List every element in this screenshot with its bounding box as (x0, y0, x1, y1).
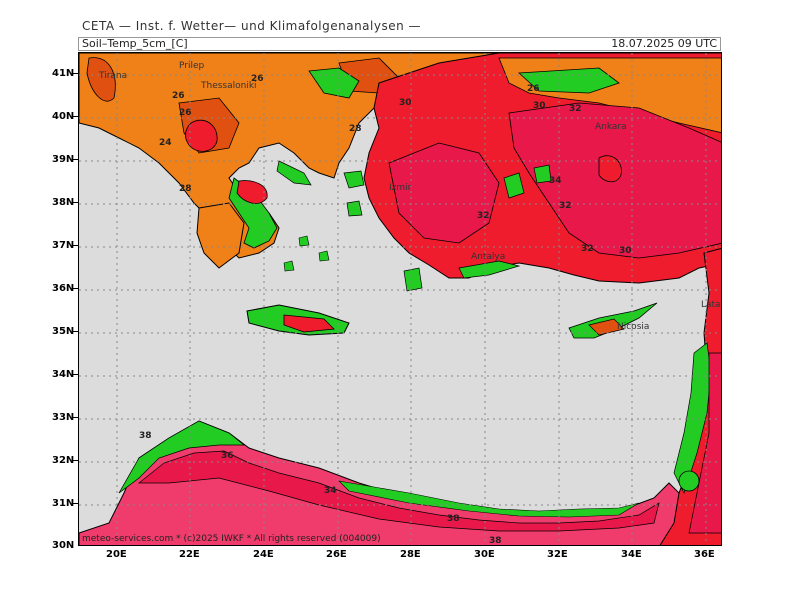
contour-label: 32 (559, 201, 572, 211)
euboea (276, 160, 312, 186)
contour-label: 32 (569, 104, 582, 114)
lat-label: 30N (52, 540, 75, 551)
lat-tick (73, 503, 78, 504)
city-label: Nicosia (617, 322, 649, 332)
lat-tick (73, 245, 78, 246)
field-name: Soil–Temp_5cm_[C] (82, 37, 188, 50)
graticule (79, 53, 721, 545)
city-label: Antalya (471, 252, 505, 262)
lat-tick (73, 116, 78, 117)
turkey-green-patch (503, 172, 525, 199)
lat-label: 35N (52, 326, 75, 337)
lat-tick (73, 202, 78, 203)
contour-label: 34 (324, 486, 337, 496)
lat-label: 39N (52, 154, 75, 165)
city-label: Tirana (98, 71, 127, 81)
lat-tick (73, 288, 78, 289)
levant-hot-spot (678, 470, 700, 492)
map-panel[interactable]: Tirana Prilep Thessaloniki Izmir Ankara … (78, 52, 722, 546)
lat-label: 31N (52, 498, 75, 509)
city-label: Prilep (179, 61, 205, 71)
levant-crimson (688, 352, 721, 534)
city-label: Ankara (595, 122, 627, 132)
city-label: Thessaloniki (200, 81, 257, 91)
cyprus-hot (588, 318, 625, 336)
lat-tick (73, 374, 78, 375)
field-bar: Soil–Temp_5cm_[C] 18.07.2025 09 UTC (78, 37, 721, 51)
balkans-green-fringe (308, 67, 360, 99)
lat-label: 41N (52, 68, 75, 79)
lon-label: 30E (474, 549, 495, 560)
lon-label: 28E (400, 549, 421, 560)
lon-label: 36E (694, 549, 715, 560)
lon-label: 24E (253, 549, 274, 560)
lesbos (343, 170, 365, 189)
chios (346, 200, 363, 217)
lat-tick (73, 460, 78, 461)
copyright-footer: meteo-services.com * (c)2025 IWKF * All … (82, 534, 381, 544)
lon-label: 34E (621, 549, 642, 560)
contour-label: 26 (251, 74, 264, 84)
city-label: Izmir (389, 183, 412, 193)
lon-label: 32E (547, 549, 568, 560)
lon-label: 20E (106, 549, 127, 560)
turkey-west-crimson (388, 142, 500, 244)
contour-label: 26 (527, 84, 540, 94)
crete-hot (283, 314, 335, 333)
contour-labels: 26 24 26 28 26 28 30 26 30 32 32 32 32 3… (139, 74, 632, 546)
cyclades-3 (283, 260, 295, 272)
lat-label: 38N (52, 197, 75, 208)
lat-label: 40N (52, 111, 75, 122)
map-canvas: Tirana Prilep Thessaloniki Izmir Ankara … (79, 53, 722, 546)
city-label: Latakia (701, 300, 722, 310)
peloponnese (196, 202, 245, 269)
cyclades-1 (298, 235, 310, 247)
lon-label: 22E (179, 549, 200, 560)
city-labels: Tirana Prilep Thessaloniki Izmir Ankara … (98, 61, 722, 332)
contour-label: 28 (179, 184, 192, 194)
lat-label: 33N (52, 412, 75, 423)
contour-label: 30 (533, 101, 546, 111)
north-africa-coast-green (118, 420, 245, 494)
contour-label: 36 (221, 451, 234, 461)
turkey-green-coast-north (518, 67, 620, 94)
lat-tick (73, 417, 78, 418)
contour-label: 32 (477, 211, 490, 221)
lat-label: 32N (52, 455, 75, 466)
contour-label: 38 (139, 431, 152, 441)
lat-tick (73, 331, 78, 332)
valid-time: 18.07.2025 09 UTC (611, 37, 717, 50)
contour-label: 32 (581, 244, 594, 254)
greece-hot-spot (185, 119, 218, 152)
north-africa-coast-red (138, 450, 660, 532)
contour-label: 30 (399, 98, 412, 108)
lat-tick (73, 73, 78, 74)
lat-label: 36N (52, 283, 75, 294)
north-albania-red (86, 57, 116, 102)
cyclades-2 (318, 250, 330, 262)
north-africa-green-strip (338, 480, 640, 518)
lon-label: 26E (326, 549, 347, 560)
lat-label: 37N (52, 240, 75, 251)
contour-label: 34 (549, 176, 562, 186)
contour-label: 30 (619, 246, 632, 256)
turkey-green-patch-2 (533, 164, 552, 184)
contour-label: 28 (349, 124, 362, 134)
attica-red (236, 180, 268, 204)
contour-label: 26 (179, 108, 192, 118)
turkey-south-coast-green (458, 260, 521, 279)
rhodes (403, 267, 423, 292)
lat-tick (73, 159, 78, 160)
contour-label: 38 (489, 536, 502, 546)
ankara-blob (598, 155, 622, 183)
contour-label: 26 (172, 91, 185, 101)
product-title: CETA — Inst. f. Wetter— und Klimafolgena… (82, 19, 422, 33)
lat-label: 34N (52, 369, 75, 380)
contour-label: 38 (447, 514, 460, 524)
contour-label: 24 (159, 138, 172, 148)
